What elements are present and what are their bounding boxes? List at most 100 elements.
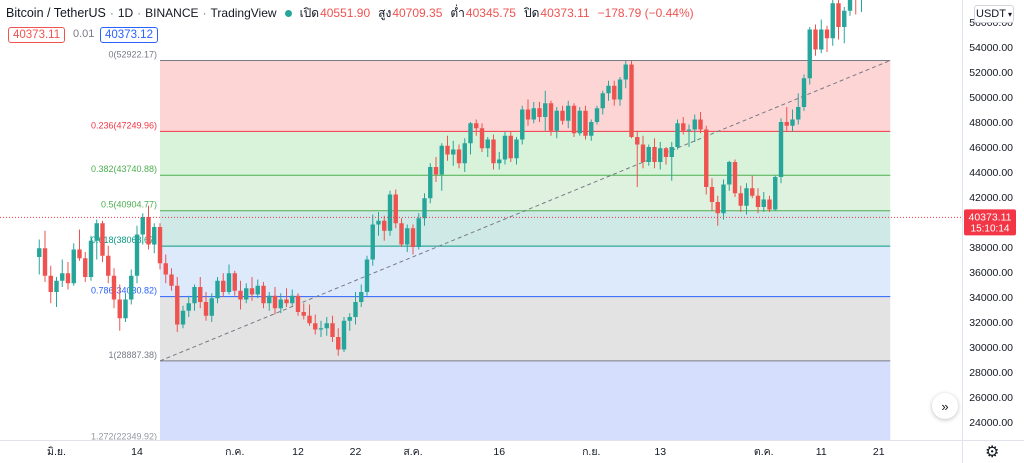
candle-body — [692, 119, 697, 130]
candle-body — [548, 103, 554, 131]
candle-body — [721, 184, 726, 214]
candle-body — [750, 188, 755, 196]
candle-body — [744, 188, 749, 206]
y-tick-label: 24000.00 — [969, 417, 1013, 429]
candle-body — [387, 194, 393, 231]
fib-level-label: 1(28887.38) — [108, 350, 157, 360]
legend-header: Bitcoin / TetherUS · 1D · BINANCE · Trad… — [6, 4, 694, 22]
sell-price-button[interactable]: 40373.11 — [8, 27, 66, 43]
candle-body — [272, 295, 278, 309]
fib-level-label: 1.272(22349.92) — [91, 432, 157, 442]
candle-body — [560, 110, 565, 121]
x-tick-label: 11 — [816, 446, 827, 458]
candle-body — [520, 109, 525, 140]
candle-body — [704, 129, 709, 187]
current-price-badge — [964, 209, 1016, 236]
currency-dropdown[interactable]: USDT ▾ — [974, 5, 1014, 23]
chevron-down-icon: ▾ — [1007, 9, 1012, 19]
candle-body — [537, 108, 542, 117]
candle-body — [514, 139, 519, 159]
candle-body — [376, 220, 381, 225]
y-tick-label: 36000.00 — [969, 267, 1013, 279]
separator: · — [202, 6, 207, 20]
candle-body — [370, 224, 375, 260]
candle-body — [267, 295, 272, 304]
candle-body — [134, 234, 140, 276]
x-tick-label: ต.ค. — [754, 446, 774, 458]
candle-body — [451, 149, 456, 155]
fib-level-label: 0.618(38068.67) — [91, 235, 157, 245]
fibonacci-retracement[interactable]: 0(52922.17) 0.236(47249.96) 0.382(43740.88… — [91, 49, 891, 442]
candle-body — [238, 290, 243, 300]
candle-body — [347, 317, 352, 321]
candle-body — [382, 220, 387, 231]
candle-body — [439, 145, 444, 175]
y-tick-label: 46000.00 — [969, 142, 1013, 154]
candle-body — [554, 110, 559, 131]
candle-body — [773, 177, 778, 210]
candle-body — [525, 109, 531, 120]
fib-trend-line — [159, 60, 891, 362]
candle-body — [801, 78, 807, 107]
candle-body — [485, 139, 490, 149]
y-tick-label: 52000.00 — [969, 67, 1013, 79]
y-tick-label: 38000.00 — [969, 242, 1013, 254]
candle-body — [842, 10, 847, 27]
candle-body — [180, 310, 186, 325]
candle-body — [456, 149, 462, 164]
fib-zone-1 — [160, 360, 891, 440]
candle-body — [393, 194, 398, 224]
candle-body — [186, 303, 191, 311]
double-chevron-right-icon: » — [941, 398, 949, 414]
fib-zone-0.618 — [160, 246, 891, 297]
candle-body — [244, 288, 249, 300]
candle-body — [48, 275, 53, 292]
candle-body — [796, 107, 801, 120]
candle-body — [686, 129, 692, 131]
candle-body — [284, 299, 289, 304]
symbol-name[interactable]: Bitcoin / TetherUS — [6, 6, 106, 20]
gear-icon[interactable]: ⚙ — [985, 444, 1000, 461]
candle-body — [727, 162, 732, 185]
candle-body — [830, 3, 835, 39]
candle-body — [42, 248, 48, 276]
candle-body — [571, 105, 577, 134]
candle-body — [502, 135, 508, 160]
scroll-to-realtime-button[interactable]: » — [932, 393, 958, 419]
candle-body — [715, 202, 720, 214]
y-tick-label: 28000.00 — [969, 367, 1013, 379]
candle-body — [106, 255, 111, 276]
x-tick-label: ก.ค. — [225, 446, 244, 458]
candle-body — [640, 144, 646, 162]
candle-body — [819, 29, 824, 50]
candle-body — [600, 93, 605, 109]
candle-body — [71, 249, 76, 284]
candle-body — [709, 187, 715, 202]
candle-body — [359, 292, 364, 302]
y-tick-label: 54000.00 — [969, 42, 1013, 54]
candle-body — [663, 148, 669, 157]
candle-body — [531, 108, 536, 120]
x-tick-label: 21 — [873, 446, 885, 458]
candle-body — [83, 258, 88, 277]
candle-body — [807, 29, 812, 79]
candle-body — [583, 110, 588, 136]
candle-body — [778, 122, 784, 177]
candle-body — [88, 240, 94, 277]
fib-level-label: 0(52922.17) — [108, 49, 157, 59]
candle-body — [405, 228, 410, 245]
candle-body — [629, 64, 634, 137]
candle-body — [163, 263, 168, 275]
fib-zone-0.236 — [160, 131, 891, 176]
interval-label[interactable]: 1D — [117, 6, 134, 20]
candle-body — [152, 227, 157, 245]
buy-price-button[interactable]: 40373.12 — [100, 27, 158, 43]
candle-body — [669, 147, 674, 157]
candle-body — [324, 323, 329, 329]
candle-body — [646, 147, 651, 162]
candle-body — [336, 337, 341, 350]
separator: · — [137, 6, 142, 20]
candle-body — [307, 315, 312, 324]
